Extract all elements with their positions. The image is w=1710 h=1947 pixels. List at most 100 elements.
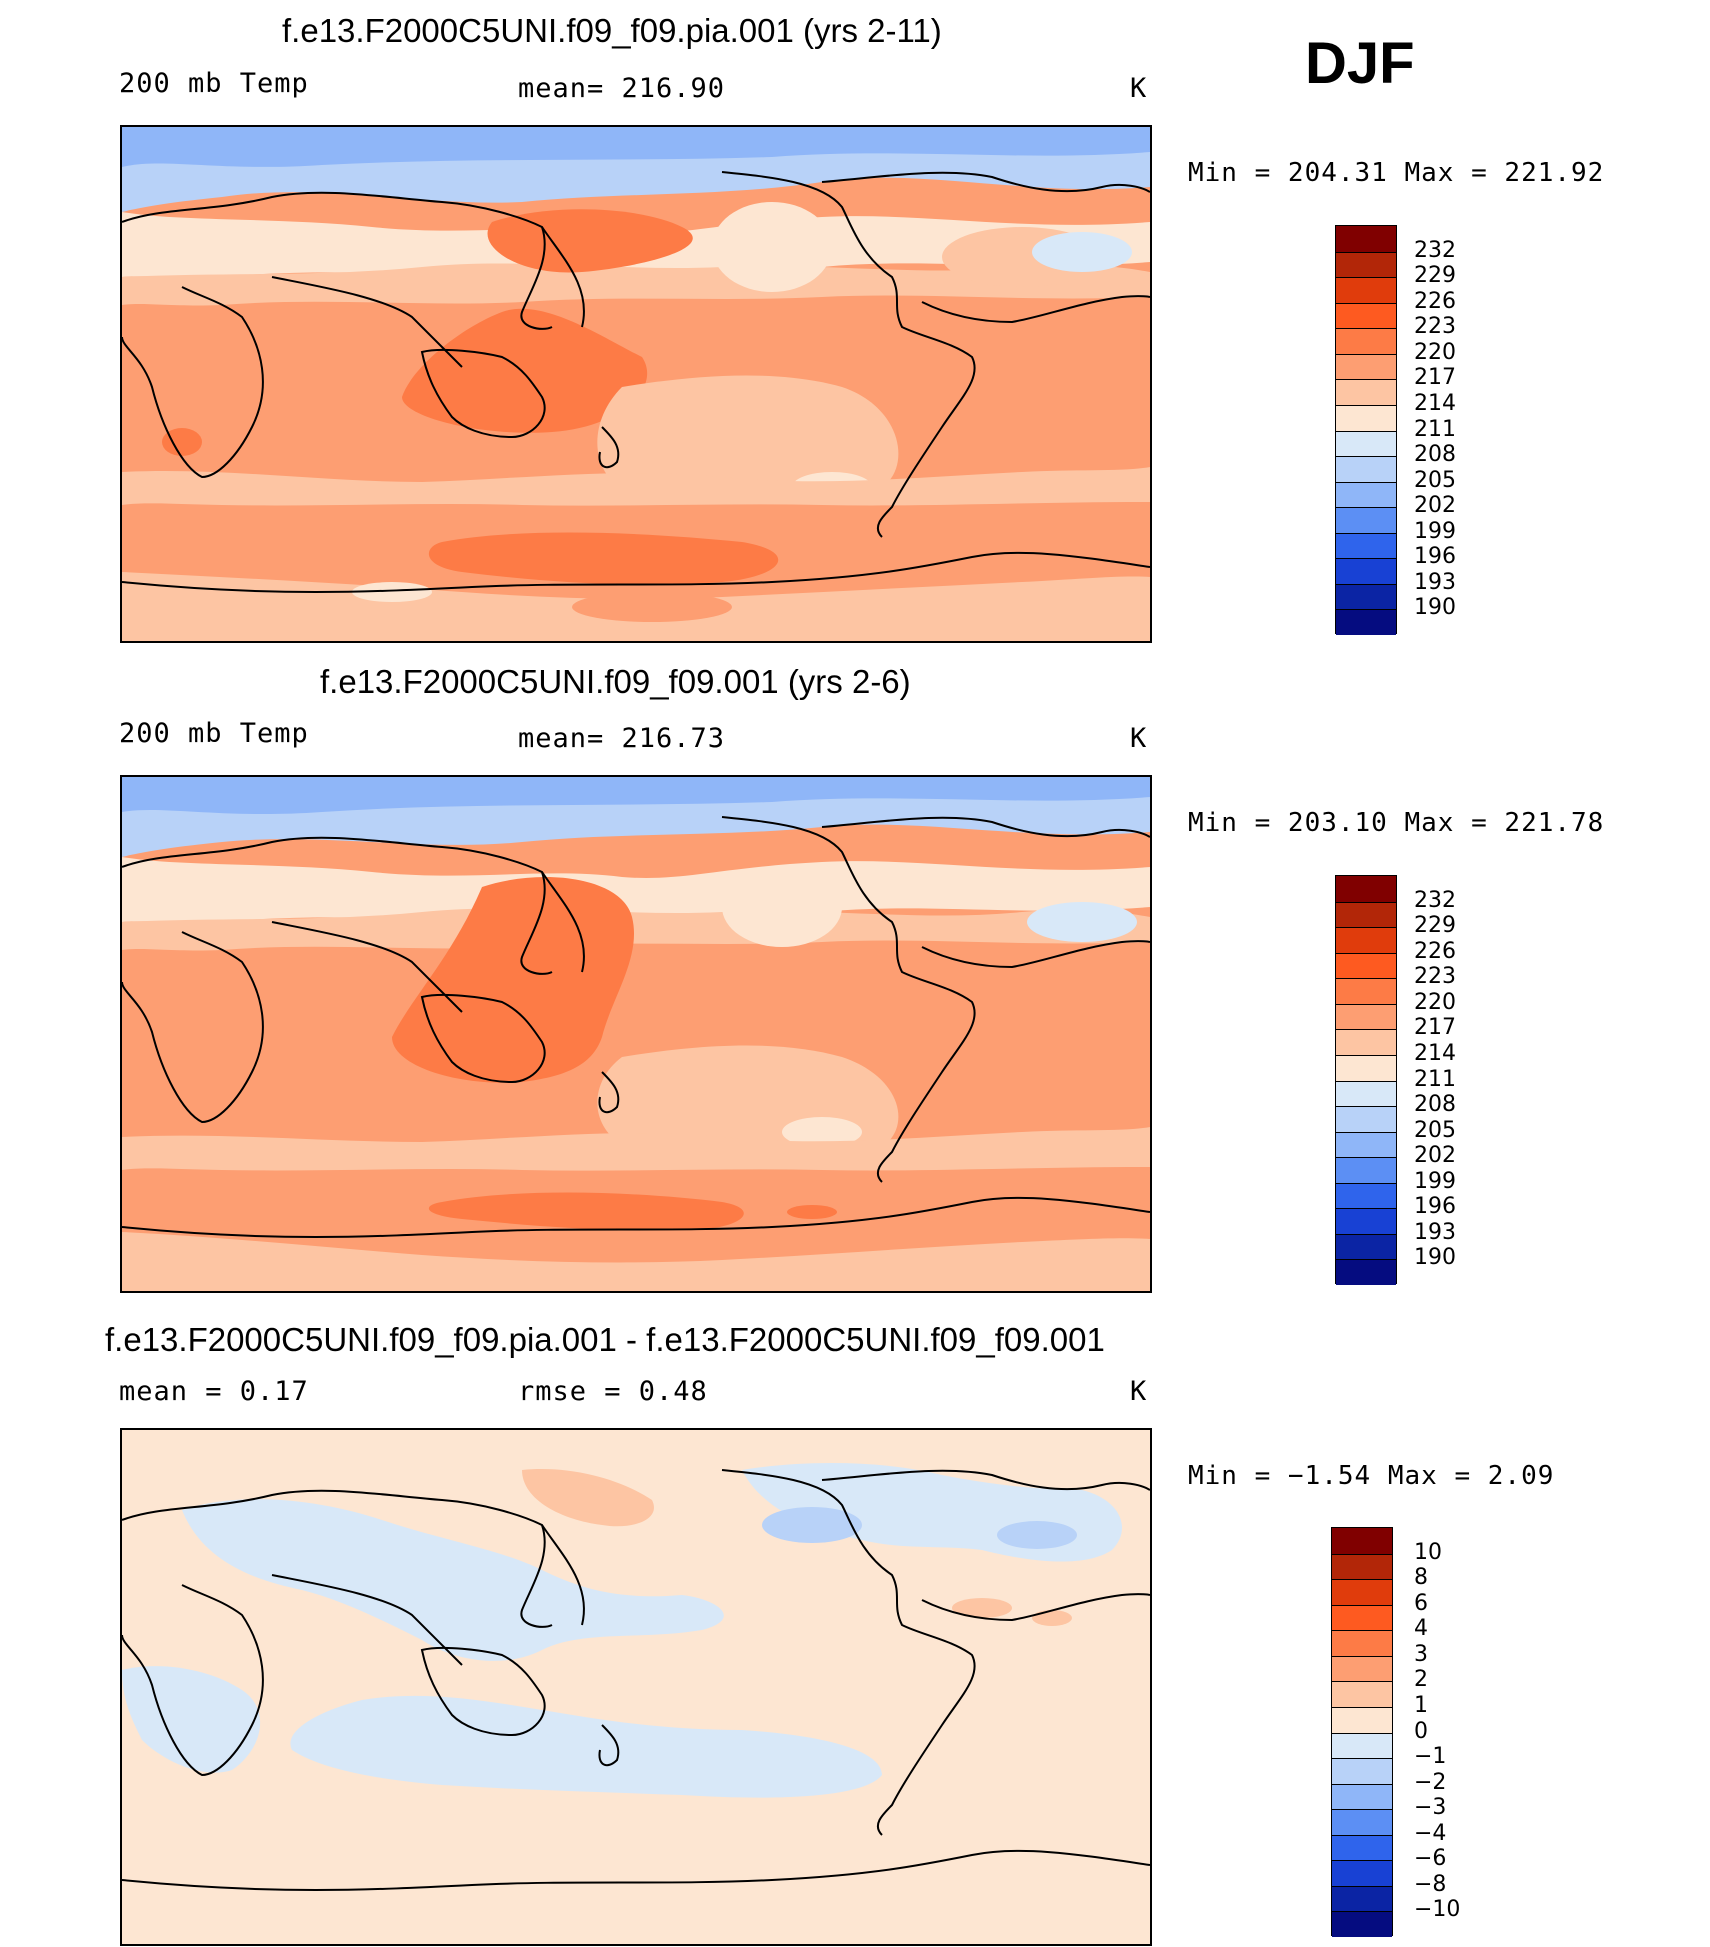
colorbar-swatch — [1336, 583, 1396, 610]
colorbar-tick-label: 232 — [1414, 887, 1456, 913]
panel-3-minmax: Min = −1.54 Max = 2.09 — [1188, 1461, 1555, 1491]
panel-1-map — [120, 125, 1152, 643]
colorbar-swatch — [1332, 1528, 1392, 1554]
season-label: DJF — [1305, 31, 1415, 96]
panel-1-minmax: Min = 204.31 Max = 221.92 — [1188, 158, 1605, 188]
panel-1-variable-label: 200 mb Temp — [119, 68, 309, 99]
colorbar-tick-label: 193 — [1414, 569, 1456, 595]
colorbar-swatch — [1336, 1029, 1396, 1055]
colorbar-swatch — [1336, 558, 1396, 584]
panel-1-contour-map — [122, 127, 1150, 641]
panel-2-map — [120, 775, 1152, 1293]
panel-1-units-label: K — [1130, 73, 1148, 104]
colorbar-tick-label: 223 — [1414, 964, 1456, 990]
colorbar-tick-label: 190 — [1414, 1245, 1456, 1271]
colorbar-swatch — [1336, 978, 1396, 1004]
colorbar-swatch — [1332, 1809, 1392, 1835]
colorbar-tick-label: 214 — [1414, 390, 1456, 416]
colorbar-tick-label: 199 — [1414, 518, 1456, 544]
colorbar-swatch — [1336, 328, 1396, 354]
colorbar-swatch — [1336, 1003, 1396, 1030]
colorbar-swatch — [1336, 379, 1396, 405]
colorbar-tick-label: 211 — [1414, 416, 1456, 442]
colorbar-tick-label: −2 — [1414, 1769, 1447, 1795]
colorbar-swatch — [1336, 609, 1396, 635]
colorbar-tick-label: 0 — [1414, 1718, 1428, 1744]
panel-2-variable-label: 200 mb Temp — [119, 718, 309, 749]
colorbar-tick-label: 10 — [1414, 1539, 1442, 1565]
panel-1-colorbar — [1335, 225, 1397, 635]
colorbar-tick-label: −10 — [1414, 1897, 1461, 1923]
colorbar-tick-label: 211 — [1414, 1066, 1456, 1092]
colorbar-tick-label: 226 — [1414, 288, 1456, 314]
colorbar-swatch — [1336, 353, 1396, 380]
colorbar-tick-label: 4 — [1414, 1616, 1428, 1642]
panel-1-mean-label: mean= 216.90 — [518, 73, 726, 104]
colorbar-tick-label: 6 — [1414, 1590, 1428, 1616]
colorbar-tick-label: 196 — [1414, 1194, 1456, 1220]
colorbar-swatch — [1336, 226, 1396, 252]
colorbar-swatch — [1332, 1834, 1392, 1861]
colorbar-tick-label: 223 — [1414, 314, 1456, 340]
colorbar-swatch — [1336, 927, 1396, 953]
colorbar-swatch — [1332, 1604, 1392, 1631]
colorbar-swatch — [1336, 1106, 1396, 1132]
colorbar-swatch — [1336, 1157, 1396, 1183]
colorbar-tick-label: 8 — [1414, 1565, 1428, 1591]
colorbar-swatch — [1336, 1233, 1396, 1260]
panel-2-contour-map — [122, 777, 1150, 1291]
colorbar-swatch — [1332, 1655, 1392, 1682]
colorbar-tick-label: 217 — [1414, 1015, 1456, 1041]
colorbar-swatch — [1336, 456, 1396, 482]
colorbar-swatch — [1336, 404, 1396, 431]
colorbar-tick-label: −1 — [1414, 1744, 1447, 1770]
panel-3-contour-map — [122, 1430, 1150, 1944]
colorbar-swatch — [1332, 1758, 1392, 1784]
colorbar-tick-label: 217 — [1414, 365, 1456, 391]
colorbar-tick-label: 220 — [1414, 339, 1456, 365]
colorbar-tick-label: −3 — [1414, 1795, 1447, 1821]
colorbar-swatch — [1336, 251, 1396, 278]
colorbar-swatch — [1332, 1911, 1392, 1937]
colorbar-tick-label: 2 — [1414, 1667, 1428, 1693]
panel-1-title: f.e13.F2000C5UNI.f09_f09.pia.001 (yrs 2-… — [282, 12, 942, 49]
colorbar-tick-label: 208 — [1414, 442, 1456, 468]
colorbar-tick-label: 199 — [1414, 1168, 1456, 1194]
colorbar-tick-label: 229 — [1414, 263, 1456, 289]
colorbar-swatch — [1336, 532, 1396, 559]
panel-3-colorbar — [1331, 1527, 1393, 1937]
panel-2-minmax: Min = 203.10 Max = 221.78 — [1188, 808, 1605, 838]
colorbar-swatch — [1336, 302, 1396, 329]
colorbar-tick-label: 229 — [1414, 913, 1456, 939]
colorbar-swatch — [1336, 901, 1396, 928]
colorbar-tick-label: 220 — [1414, 989, 1456, 1015]
colorbar-tick-label: 3 — [1414, 1641, 1428, 1667]
colorbar-swatch — [1332, 1860, 1392, 1886]
colorbar-swatch — [1336, 430, 1396, 457]
colorbar-swatch — [1336, 1259, 1396, 1285]
colorbar-tick-label: 205 — [1414, 467, 1456, 493]
colorbar-tick-label: 202 — [1414, 493, 1456, 519]
colorbar-swatch — [1336, 1182, 1396, 1209]
colorbar-swatch — [1332, 1706, 1392, 1733]
colorbar-tick-label: 190 — [1414, 595, 1456, 621]
colorbar-swatch — [1332, 1553, 1392, 1580]
colorbar-swatch — [1332, 1579, 1392, 1605]
panel-2-title: f.e13.F2000C5UNI.f09_f09.001 (yrs 2-6) — [320, 663, 911, 700]
colorbar-swatch — [1336, 1208, 1396, 1234]
colorbar-swatch — [1332, 1732, 1392, 1759]
colorbar-tick-label: 1 — [1414, 1692, 1428, 1718]
colorbar-tick-label: 202 — [1414, 1143, 1456, 1169]
colorbar-swatch — [1336, 1131, 1396, 1158]
colorbar-swatch — [1332, 1885, 1392, 1912]
panel-2-mean-label: mean= 216.73 — [518, 723, 726, 754]
colorbar-swatch — [1336, 507, 1396, 533]
panel-2-colorbar — [1335, 875, 1397, 1285]
colorbar-swatch — [1336, 277, 1396, 303]
colorbar-swatch — [1336, 876, 1396, 902]
colorbar-swatch — [1332, 1681, 1392, 1707]
colorbar-swatch — [1336, 1054, 1396, 1081]
colorbar-tick-label: 214 — [1414, 1040, 1456, 1066]
colorbar-tick-label: −6 — [1414, 1846, 1447, 1872]
colorbar-tick-label: −8 — [1414, 1871, 1447, 1897]
